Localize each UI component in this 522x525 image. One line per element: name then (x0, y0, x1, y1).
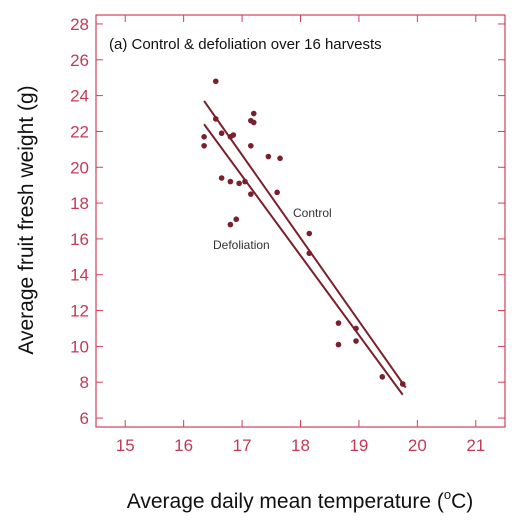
chart-title: (a) Control & defoliation over 16 harves… (109, 36, 382, 53)
data-point-control (265, 153, 272, 160)
data-point-defoliation (201, 142, 207, 149)
x-axis-title-main: Average daily mean temperature ( (127, 490, 444, 513)
plot-frame: 15 16 17 18 19 20 21 6 8 10 12 14 16 18 20 22 24 26 28 (70, 14, 506, 455)
data-point-defoliation (335, 341, 342, 348)
data-point-defoliation (227, 178, 234, 185)
x-axis-title-superscript: o (444, 487, 451, 502)
fit-line-defoliation (203, 123, 404, 396)
data-point-defoliation (236, 180, 242, 187)
data-point-control (353, 325, 359, 332)
data-point-defoliation (227, 134, 234, 140)
data-point-defoliation (201, 134, 207, 140)
x-tick-label: 21 (466, 436, 485, 455)
y-tick-label: 16 (70, 230, 89, 249)
x-tick-label: 17 (233, 436, 252, 455)
data-point-defoliation (218, 130, 225, 137)
y-tick-label: 8 (80, 373, 89, 392)
y-tick-label: 24 (70, 87, 89, 106)
y-tick-label: 20 (70, 158, 89, 177)
y-tick-label: 28 (70, 15, 89, 34)
series-label-control: Control (293, 206, 332, 220)
x-axis-title-suffix: C) (451, 490, 473, 513)
y-tick-label: 18 (70, 194, 89, 213)
y-tick-label: 14 (70, 266, 89, 285)
x-axis-title: Average daily mean temperature (oC) (127, 487, 474, 513)
y-tick-label: 26 (70, 51, 89, 70)
data-point-defoliation (218, 175, 225, 181)
plot-border (95, 14, 506, 428)
x-tick-label: 20 (408, 436, 427, 455)
x-tick-label: 16 (174, 436, 193, 455)
data-point-control (250, 110, 257, 117)
data-points (201, 78, 406, 387)
data-point-defoliation (227, 221, 234, 228)
data-point-defoliation (306, 250, 313, 257)
y-axis-title: Average fruit fresh weight (g) (15, 85, 38, 354)
data-point-control (242, 178, 248, 185)
y-tick-label: 22 (70, 122, 89, 141)
data-point-control (212, 116, 219, 122)
data-point-control (277, 155, 283, 162)
fit-line-control (203, 100, 407, 389)
y-tick-label: 10 (70, 337, 89, 356)
x-tick-label: 19 (349, 436, 368, 455)
chart-text: (a) Control & defoliation over 16 harves… (15, 36, 473, 513)
series-label-defoliation: Defoliation (213, 238, 270, 252)
data-point-control (212, 78, 219, 85)
x-tick-label: 15 (116, 436, 135, 455)
y-tick-label: 6 (80, 409, 89, 428)
data-point-control (335, 320, 342, 326)
data-point-control (306, 230, 313, 237)
data-point-control (248, 142, 254, 149)
data-point-control (274, 189, 280, 196)
regression-lines (203, 100, 407, 396)
data-point-control (250, 119, 257, 126)
y-tick-label: 12 (70, 302, 89, 321)
data-point-defoliation (233, 216, 240, 223)
data-point-defoliation (248, 191, 254, 197)
data-point-defoliation (353, 338, 359, 344)
data-point-defoliation (399, 381, 406, 387)
x-tick-label: 18 (291, 436, 310, 455)
data-point-defoliation (379, 374, 386, 380)
